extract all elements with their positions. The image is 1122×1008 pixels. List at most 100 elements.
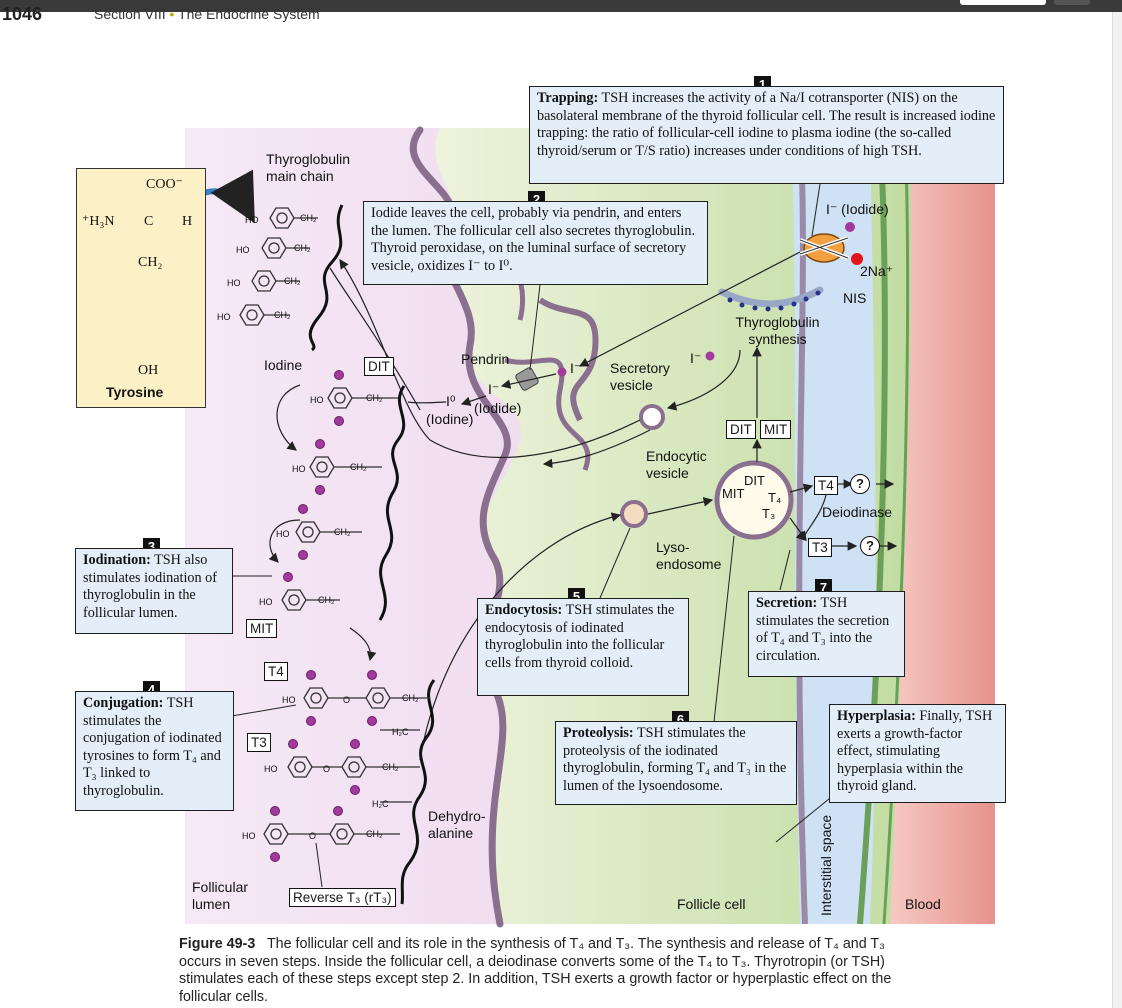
nis-transporter [799, 233, 849, 263]
ch2-label: CH₂ [300, 213, 317, 223]
ho-label: HO [242, 831, 256, 841]
ch2-label: CH₂ [366, 829, 383, 839]
lyso-mit-label: MIT [722, 486, 745, 501]
step-title: Endocytosis: [485, 602, 563, 618]
step-text: TSH increases the activity of a Na/I cot… [537, 90, 996, 159]
thyroglobulin-main-chain-label: Thyroglobulin main chain [266, 151, 351, 184]
iodide-name-label: (Iodide) [474, 400, 522, 416]
thyroglobulin-synthesis-label: Thyroglobulin synthesis [735, 314, 820, 347]
figure-caption: Figure 49-3 The follicular cell and its … [179, 936, 897, 1006]
t4-secreted-label: T4 [814, 476, 838, 495]
ch2-label: CH₂ [318, 595, 335, 605]
dehydroalanine-label: Dehydro- alanine [428, 808, 486, 841]
section-header: Section VIII • The Endocrine System [94, 6, 320, 22]
toolbar-input[interactable] [960, 0, 1046, 5]
ho-label: HO [282, 695, 296, 705]
caption-title: Figure 49-3 [179, 936, 256, 952]
section-name: Section VIII [94, 6, 166, 22]
mit-product-label: MIT [760, 420, 792, 439]
deiodinase-label: Deiodinase [822, 504, 893, 520]
tyrosine-hydrogen: H [182, 214, 193, 229]
tyrosine-label: Tyrosine [106, 384, 164, 400]
page-number: 1046 [2, 4, 43, 24]
step-3-box: Iodination: TSH also stimulates iodinati… [75, 548, 233, 634]
step-text: TSH stimulates the conjugation of iodina… [83, 695, 222, 799]
pendrin-channel [515, 367, 539, 391]
tyrosine-hydroxyl: OH [138, 363, 159, 378]
iodide-label: I⁻ [570, 360, 582, 376]
sodium-particle [851, 253, 863, 265]
step-2-box: Iodide leaves the cell, probably via pen… [363, 201, 708, 285]
tyrosine-carboxyl: COO⁻ [146, 177, 183, 192]
dit-product-label: DIT [726, 420, 756, 439]
iodide-top-label: I⁻ (Iodide) [826, 201, 889, 217]
ether-oxygen-label: O [323, 764, 331, 774]
iodide-label: I⁻ [690, 350, 702, 366]
rough-er [718, 286, 824, 308]
step-text: TSH stimulates the secretion of T₄ and T… [756, 595, 890, 664]
mit-label: MIT [246, 619, 278, 638]
step-title: Trapping: [537, 90, 599, 106]
tyrosine-panel [76, 168, 206, 408]
step-text: Iodide leaves the cell, probably via pen… [371, 205, 695, 274]
hyperplasia-title: Hyperplasia: [837, 708, 916, 724]
t3-secreted-label: T3 [808, 538, 832, 557]
ether-oxygen-label: O [343, 695, 351, 705]
step-text: TSH stimulates the endocytosis of iodina… [485, 602, 675, 671]
iodine-atoms [270, 370, 377, 862]
scrollbar[interactable] [1112, 12, 1122, 1008]
step-text: TSH stimulates the proteolysis of the io… [563, 725, 787, 794]
tyrosine-amine: ⁺H₃N [82, 214, 115, 229]
iodide-particle [845, 222, 855, 232]
interstitial-space-label: Interstitial space [818, 814, 834, 916]
ch2-label: CH₂ [334, 527, 351, 537]
lysoendosome-label: Lyso- endosome [656, 539, 722, 572]
lysoendosome [714, 460, 794, 540]
step-title: Conjugation: [83, 695, 164, 711]
step-title: Proteolysis: [563, 725, 634, 741]
h2c-label: H₂C [372, 799, 389, 809]
nis-label: NIS [843, 290, 867, 306]
microvillus [504, 357, 591, 471]
step-title: Secretion: [756, 595, 818, 611]
chapter-name: The Endocrine System [178, 6, 320, 22]
section-separator: • [169, 6, 175, 22]
ho-label: HO [236, 245, 250, 255]
ho-label: HO [264, 764, 278, 774]
iodine-zero-label: I⁰ [446, 393, 456, 409]
top-toolbar [0, 0, 1122, 12]
ho-label: HO [276, 529, 290, 539]
caption-text: The follicular cell and its role in the … [179, 936, 892, 1005]
endocytic-vesicle-label: Endocytic vesicle [646, 448, 707, 481]
ch2-label: CH₂ [382, 762, 399, 772]
reverse-t3-label: Reverse T₃ (rT₃) [289, 888, 396, 907]
t3-label: T3 [247, 733, 271, 752]
step-7-box: Secretion: TSH stimulates the secretion … [748, 591, 905, 677]
ch2-label: CH₂ [402, 693, 419, 703]
step-5-box: Endocytosis: TSH stimulates the endocyto… [477, 598, 689, 696]
step-title: Iodination: [83, 552, 151, 568]
step-1-box: Trapping: TSH increases the activity of … [529, 86, 1004, 184]
blood-label: Blood [905, 896, 941, 912]
secretory-vesicle [639, 404, 665, 430]
secretory-vesicle-label: Secretory vesicle [610, 360, 670, 393]
ether-oxygen-label: O [309, 831, 317, 841]
ch2-label: CH₂ [284, 276, 301, 286]
tyrosine-methylene: CH₂ [138, 255, 163, 270]
pendrin-label: Pendrin [461, 351, 510, 367]
ch2-label: CH₂ [350, 462, 367, 472]
iodine-name-label: (Iodine) [426, 411, 474, 427]
iodine-label: Iodine [264, 357, 303, 373]
lyso-t3-label: T₃ [762, 506, 776, 521]
ho-label: HO [217, 312, 231, 322]
microvillus [538, 297, 599, 422]
thyroglobulin-chain [308, 204, 344, 352]
sodium-label: 2Na⁺ [860, 263, 894, 279]
toolbar-button[interactable] [1054, 0, 1090, 5]
tyrosine-alpha-carbon: C [144, 214, 154, 229]
endocytic-vesicle [620, 500, 648, 528]
ho-label: HO [310, 395, 324, 405]
step-4-box: Conjugation: TSH stimulates the conjugat… [75, 691, 234, 811]
unknown-transporter-icon: ? [860, 536, 880, 556]
ho-label: HO [245, 215, 259, 225]
